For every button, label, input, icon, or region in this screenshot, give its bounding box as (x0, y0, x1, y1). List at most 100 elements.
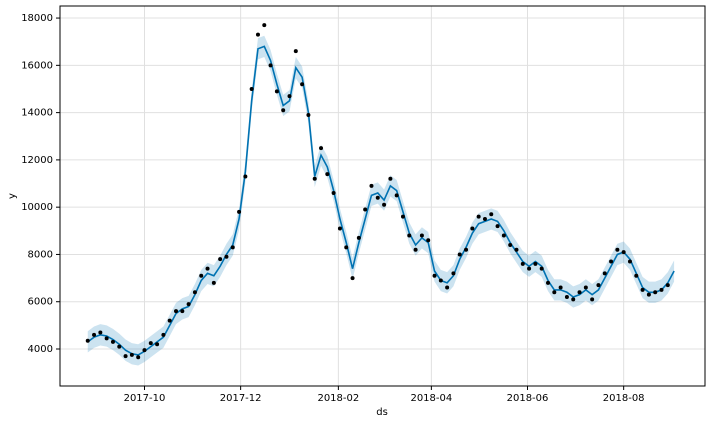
data-point (230, 245, 235, 250)
data-point (583, 285, 588, 290)
data-point (331, 190, 336, 195)
data-point (243, 174, 248, 179)
data-point (281, 108, 286, 113)
data-point (117, 344, 122, 349)
data-point (546, 280, 551, 285)
y-tick-label: 10000 (21, 202, 53, 213)
data-point (192, 290, 197, 295)
data-point (249, 86, 254, 91)
x-tick-label: 2018-04 (410, 393, 452, 404)
x-tick-label: 2018-06 (507, 393, 549, 404)
data-point (325, 172, 330, 177)
frame (59, 5, 706, 387)
data-point (306, 112, 311, 117)
data-point (640, 287, 645, 292)
data-point (653, 290, 658, 295)
data-point (142, 348, 147, 353)
data-point (123, 354, 128, 359)
data-point (659, 287, 664, 292)
data-point (615, 247, 620, 252)
data-point (167, 318, 172, 323)
x-tick-label: 2018-02 (317, 393, 359, 404)
plot-area (85, 23, 675, 366)
data-point (665, 283, 670, 288)
data-point (508, 242, 513, 247)
data-point (482, 216, 487, 221)
data-point (85, 338, 90, 343)
data-point (445, 285, 450, 290)
data-point (413, 247, 418, 252)
data-point (457, 252, 462, 257)
data-point (470, 226, 475, 231)
data-point (92, 332, 97, 337)
data-point (407, 233, 412, 238)
data-point (293, 49, 298, 54)
data-point (451, 271, 456, 276)
data-point (136, 355, 141, 360)
data-point (596, 283, 601, 288)
data-point (161, 332, 166, 337)
data-point (590, 297, 595, 302)
data-point (558, 285, 563, 290)
data-point (426, 238, 431, 243)
data-point (344, 245, 349, 250)
data-point (520, 261, 525, 266)
uncertainty-band (87, 35, 675, 366)
data-point (363, 207, 368, 212)
data-point (627, 259, 632, 264)
data-point (577, 290, 582, 295)
data-point (527, 266, 532, 271)
data-point (148, 341, 153, 346)
data-point (350, 276, 355, 281)
data-point (287, 94, 292, 99)
data-point (174, 309, 179, 314)
grid (60, 6, 705, 386)
data-point (476, 214, 481, 219)
data-point (337, 226, 342, 231)
data-point (621, 250, 626, 255)
y-axis-label: y (7, 193, 18, 199)
data-point (432, 273, 437, 278)
data-point (489, 212, 494, 217)
data-point (438, 278, 443, 283)
data-point (356, 235, 361, 240)
data-point (218, 257, 223, 262)
forecast-line (87, 45, 675, 356)
data-point (300, 82, 305, 87)
y-tick-label: 12000 (21, 155, 53, 166)
data-point (400, 214, 405, 219)
data-point (224, 254, 229, 259)
data-point (155, 342, 160, 347)
data-point (312, 176, 317, 181)
data-point (514, 247, 519, 252)
data-point (268, 63, 273, 68)
data-point (501, 233, 506, 238)
y-tick-label: 6000 (28, 297, 53, 308)
data-point (571, 297, 576, 302)
data-point (382, 202, 387, 207)
data-point (274, 89, 279, 94)
data-point (255, 32, 260, 37)
data-point (602, 271, 607, 276)
data-point (539, 266, 544, 271)
data-point (533, 261, 538, 266)
data-point (388, 176, 393, 181)
x-tick-label: 2018-08 (603, 393, 645, 404)
data-point (110, 339, 115, 344)
y-tick-label: 18000 (21, 13, 53, 24)
data-point (369, 183, 374, 188)
data-point (394, 193, 399, 198)
x-tick-label: 2017-10 (124, 393, 166, 404)
data-point (98, 330, 103, 335)
data-point (419, 233, 424, 238)
data-point (609, 259, 614, 264)
y-tick-label: 14000 (21, 108, 53, 119)
data-point (495, 224, 500, 229)
data-point (375, 195, 380, 200)
x-axis-label: ds (376, 407, 388, 418)
data-point (564, 294, 569, 299)
data-point (262, 23, 267, 28)
data-point (186, 302, 191, 307)
